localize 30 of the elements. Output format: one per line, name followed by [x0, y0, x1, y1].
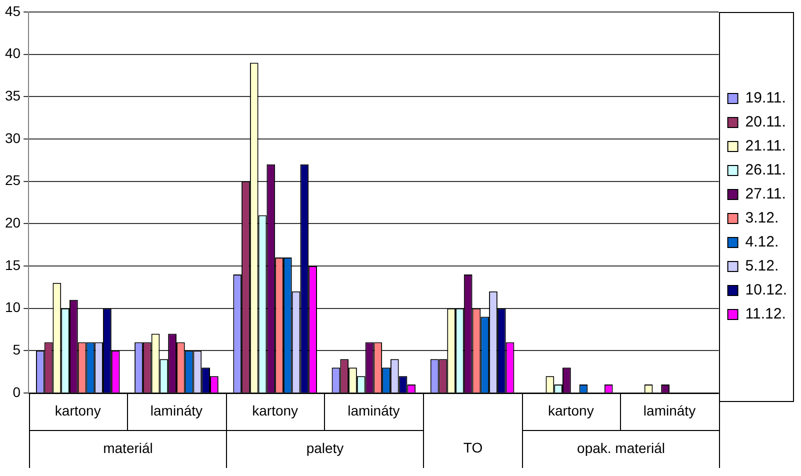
legend-label: 4.12.: [745, 234, 779, 251]
legend-label: 27.11.: [745, 186, 786, 203]
y-tick-label: 20: [4, 214, 21, 231]
legend-label: 26.11.: [745, 162, 786, 179]
y-tick-label: 30: [4, 130, 21, 146]
legend-label: 10.12.: [745, 282, 788, 299]
x-tick-label: lamináty: [348, 402, 400, 418]
y-tick-label: 40: [4, 45, 21, 62]
x-tick-label: kartony: [54, 402, 101, 418]
x-tick-label: kartony: [252, 402, 298, 418]
legend-label: 19.11.: [745, 90, 786, 107]
legend-label: 5.12.: [745, 258, 779, 275]
text: materiál: [103, 440, 153, 456]
y-tick-label: 25: [4, 172, 21, 188]
text: opak. materiál: [577, 440, 665, 456]
x-tick-label: lamináty: [643, 402, 696, 418]
legend-label: 20.11.: [745, 114, 786, 131]
text: TO: [463, 439, 483, 456]
y-tick-label: 35: [4, 88, 21, 104]
legend-label: 21.11.: [745, 138, 786, 155]
y-tick-label: 0: [12, 384, 21, 400]
x-tick-label: lamináty: [150, 402, 203, 418]
y-tick-label: 45: [4, 2, 21, 19]
y-tick-label: 5: [12, 342, 21, 358]
y-tick-label: 10: [4, 299, 21, 316]
legend-label: 11.12.: [745, 306, 786, 323]
y-tick-label: 15: [4, 256, 21, 273]
legend-label: 3.12.: [745, 210, 779, 227]
text: palety: [306, 440, 344, 456]
x-tick-label: kartony: [548, 402, 594, 418]
